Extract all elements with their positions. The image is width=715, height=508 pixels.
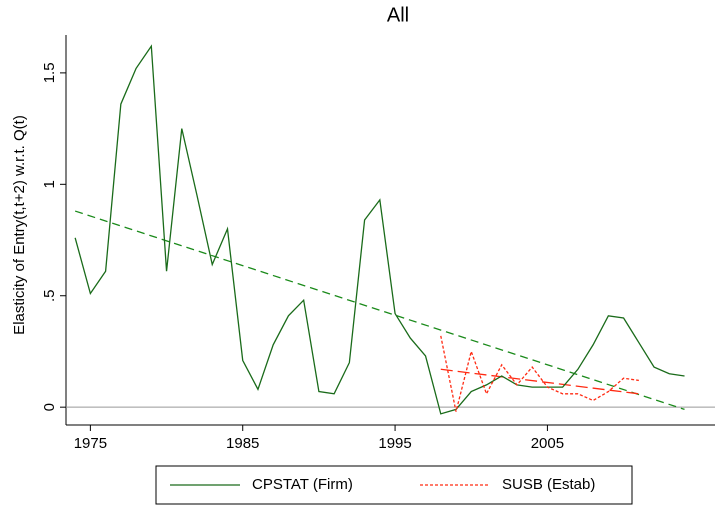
x-tick-label: 1985 [226, 435, 259, 452]
chart-title: All [387, 4, 409, 26]
x-tick-label: 2005 [531, 435, 564, 452]
fit-line [74, 210, 685, 411]
y-tick-label: 1 [41, 180, 58, 188]
y-tick-label: 1.5 [41, 62, 58, 83]
x-tick-label: 1975 [74, 435, 107, 452]
series-line [440, 335, 639, 412]
series-line [74, 44, 685, 415]
y-axis-title: Elasticity of Entry(t,t+2) w.r.t. Q(t) [11, 115, 28, 335]
legend-label: SUSB (Estab) [502, 476, 595, 493]
legend-label: CPSTAT (Firm) [252, 476, 353, 493]
x-tick-label: 1995 [378, 435, 411, 452]
y-tick-label: .5 [41, 289, 58, 302]
fit-line [440, 368, 639, 395]
y-tick-label: 0 [41, 403, 58, 411]
